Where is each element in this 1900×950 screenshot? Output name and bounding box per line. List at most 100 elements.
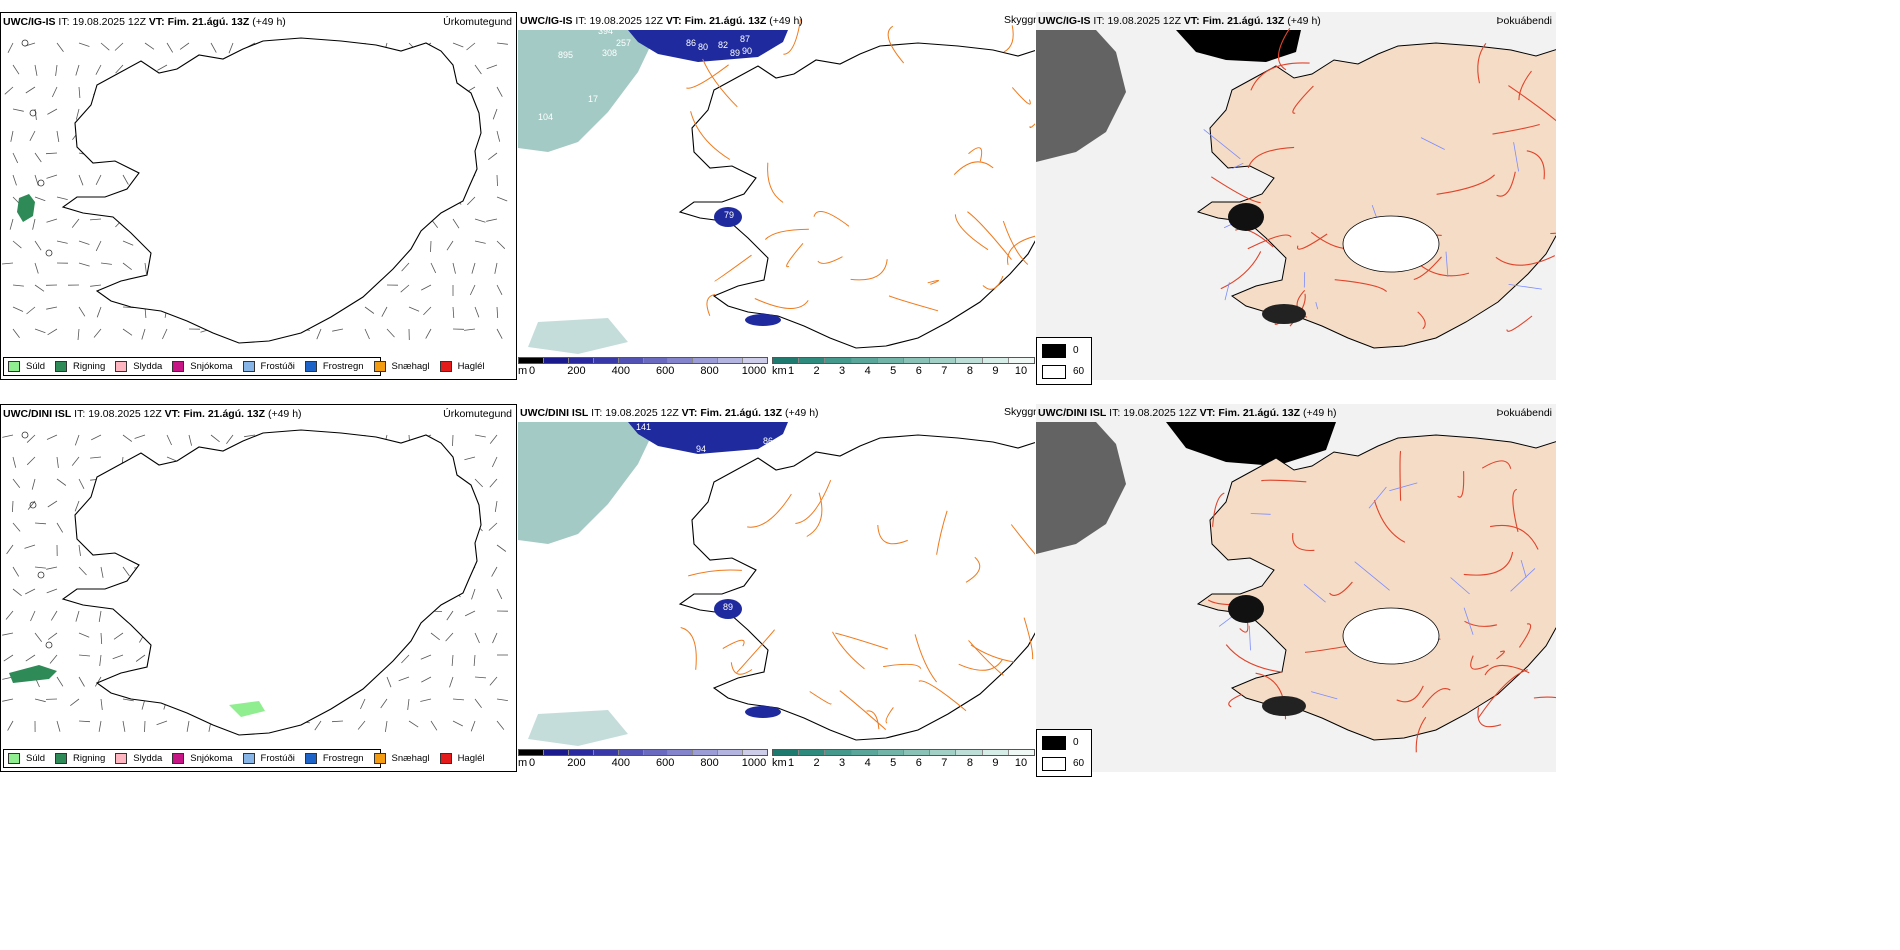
wind-barb <box>210 42 217 53</box>
wind-barb <box>78 306 86 317</box>
cloud-base-value: 90 <box>742 46 752 56</box>
wind-barb <box>496 328 503 339</box>
wind-barb <box>46 588 58 594</box>
wind-barb <box>56 478 67 486</box>
fog-title-bottom: Þokuábendi <box>1496 407 1552 419</box>
colorbar-tick-label: 5 <box>890 365 897 377</box>
sea-fog-area <box>518 422 658 544</box>
wind-barb <box>470 720 476 732</box>
wind-barb <box>141 328 146 340</box>
legend-item-frostudi: Frostúði <box>242 753 295 764</box>
road-line <box>1495 255 1556 266</box>
road-line <box>767 162 784 203</box>
road-line <box>1292 533 1315 552</box>
wind-barb <box>401 262 410 272</box>
wind-barb <box>400 284 410 293</box>
wind-barb <box>496 86 503 97</box>
road-line <box>1292 85 1314 114</box>
road-line <box>914 634 937 683</box>
colorbar-cell <box>743 358 768 363</box>
wind-barb <box>75 64 80 76</box>
road-line <box>954 214 989 251</box>
colorbar-cell <box>956 358 983 363</box>
legend-swatch <box>242 753 255 764</box>
road-line <box>970 644 1015 663</box>
wind-barb <box>452 42 464 48</box>
wind-barb <box>9 218 14 230</box>
road-line <box>1506 315 1533 332</box>
road-line <box>1508 85 1556 122</box>
road-line <box>1007 235 1035 266</box>
road-line <box>1526 150 1545 180</box>
wind-barb <box>77 328 80 341</box>
cloud-base-unit: m <box>518 757 528 769</box>
legend-label: Slydda <box>133 753 163 764</box>
wind-barb <box>56 720 61 732</box>
wind-barb <box>56 196 68 200</box>
road-line <box>953 161 994 175</box>
wind-barb <box>464 456 476 461</box>
road-line <box>832 631 865 670</box>
cloud-base-value: 80 <box>698 42 708 52</box>
wind-barb <box>1 262 14 265</box>
wind-barb <box>144 262 147 274</box>
river-line <box>1450 577 1470 595</box>
wind-barb <box>26 306 36 315</box>
fog-area <box>1228 203 1264 231</box>
fog-legend-black <box>1042 736 1066 750</box>
road-line <box>1250 62 1310 91</box>
wind-barb <box>408 306 420 312</box>
wind-barb <box>78 262 90 267</box>
fog-area <box>1262 696 1306 716</box>
river-line <box>1354 561 1390 591</box>
wind-barb <box>56 522 64 533</box>
wind-barb <box>464 610 476 617</box>
rain-area <box>9 665 57 683</box>
wind-barb <box>135 654 146 662</box>
wind-barb <box>70 698 80 707</box>
colorbar-cell <box>519 358 544 363</box>
fog-area <box>1228 595 1264 623</box>
wind-barb <box>71 456 80 466</box>
colorbar-cell <box>930 750 957 755</box>
wind-barb <box>34 262 39 274</box>
wind-barb <box>7 720 14 731</box>
road-line <box>722 639 745 650</box>
calm-circle <box>29 109 37 117</box>
colorbar-cell <box>1008 750 1035 755</box>
road-line <box>1334 279 1387 293</box>
wind-barb <box>34 64 38 76</box>
road-line <box>786 242 804 268</box>
road-line <box>688 569 742 577</box>
cloud-base-value: 89 <box>730 48 740 58</box>
legend-swatch <box>242 361 255 372</box>
wind-barb <box>496 42 508 45</box>
colorbar-cell <box>568 750 594 755</box>
wind-barb <box>314 720 322 731</box>
sea-fog-area <box>528 318 628 354</box>
wind-barb <box>78 676 85 687</box>
road-line <box>1489 524 1539 550</box>
road-line <box>1247 146 1295 169</box>
cloud-base-value: 394 <box>598 26 613 36</box>
colorbar-tick-label: 10 <box>1014 757 1028 769</box>
colorbar-cell <box>568 358 594 363</box>
road-line <box>1029 123 1035 129</box>
wind-barb <box>122 174 129 185</box>
wind-barb <box>55 64 58 76</box>
legend-label: Frostregn <box>322 753 364 764</box>
road-line <box>730 662 753 675</box>
legend-item-slydda: Slydda <box>115 753 162 764</box>
wind-barb <box>210 434 220 443</box>
glacier <box>1342 215 1440 273</box>
glacier <box>1342 607 1440 665</box>
wind-barb <box>496 306 499 319</box>
wind-barb <box>56 676 64 687</box>
wind-barb <box>75 108 80 120</box>
wind-barb <box>452 306 455 319</box>
wind-barb <box>474 218 486 223</box>
legend-swatch <box>55 361 68 372</box>
road-line <box>1484 664 1530 676</box>
wind-barb <box>26 456 36 466</box>
legend-item-frostregn: Frostregn <box>304 361 364 372</box>
